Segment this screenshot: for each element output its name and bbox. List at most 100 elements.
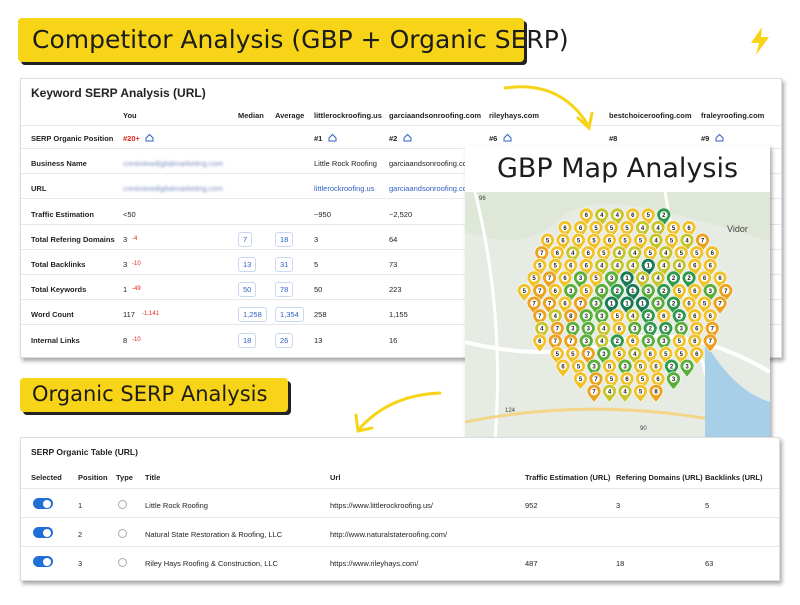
pin-center — [582, 261, 591, 270]
traffic: 952 — [525, 501, 538, 510]
pin-rank: 5 — [556, 352, 560, 358]
pin-center — [685, 299, 693, 307]
column-header: fraleyroofing.com — [701, 111, 765, 120]
pin-center — [628, 337, 637, 345]
pin-center — [613, 286, 622, 295]
pin-center — [677, 349, 686, 358]
pin-center — [597, 337, 606, 345]
pin-rank: 6 — [631, 339, 635, 345]
pin-center — [582, 286, 591, 295]
column-header: Position — [78, 473, 108, 482]
pin-center — [551, 312, 560, 320]
pin-center — [659, 261, 668, 270]
pin-rank: 6 — [718, 276, 722, 282]
toggle-knob — [43, 528, 51, 537]
toggle[interactable] — [33, 556, 53, 567]
pin-center — [545, 274, 554, 282]
pin-rank: 5 — [532, 276, 536, 282]
pin-center — [613, 211, 622, 219]
row-separator — [21, 488, 779, 489]
pin-center — [613, 312, 622, 320]
pin-rank: 5 — [571, 352, 575, 358]
pin-rank: 7 — [554, 339, 558, 345]
pin-rank: 4 — [600, 264, 604, 270]
pin-center — [584, 249, 593, 257]
pin-center — [568, 249, 577, 257]
pin-rank: 4 — [641, 276, 645, 282]
pin-rank: 1 — [625, 301, 629, 307]
toggle[interactable] — [33, 527, 53, 538]
pin-rank: 7 — [548, 276, 552, 282]
pin-center — [561, 274, 569, 282]
pin-rank: 5 — [618, 352, 622, 358]
pin-rank: 7 — [548, 301, 552, 307]
pin-rank: 5 — [695, 251, 699, 257]
map-title: GBP Map Analysis — [496, 153, 739, 184]
pin-center — [545, 299, 554, 307]
table-cell: Little Rock Roofing — [314, 159, 377, 169]
row-label: Internal Links — [31, 335, 80, 345]
pin-center — [615, 324, 624, 333]
pin-center — [530, 274, 538, 282]
delta: -4 — [132, 235, 138, 242]
column-header: Traffic Estimation (URL) — [525, 473, 611, 482]
pin-rank: 2 — [672, 276, 676, 282]
pin-rank: 6 — [656, 377, 660, 383]
map-panel: GBP Map Analysis Vidor 96 124 90 6 4 4 6 5 2 6 6 5 5 5… — [465, 145, 770, 440]
toggle[interactable] — [33, 498, 53, 509]
table-cell: 64 — [389, 234, 398, 244]
delta: -10 — [132, 261, 141, 267]
pin-center — [706, 261, 715, 270]
column-header: Url — [330, 473, 341, 482]
pin-rank: 4 — [654, 238, 658, 244]
pin-center — [551, 337, 560, 345]
table-cell: crestviewdigitalmarketing.com — [123, 159, 224, 169]
row-label: Traffic Estimation — [31, 209, 94, 219]
organic-badge-text: Organic SERP Analysis — [32, 382, 268, 406]
pin-rank: 1 — [610, 301, 614, 307]
pin-rank: 6 — [703, 276, 707, 282]
pin-rank: 5 — [680, 352, 684, 358]
pin-rank: 5 — [577, 238, 581, 244]
row-separator — [21, 546, 779, 547]
pin-rank: 7 — [711, 327, 715, 333]
pin-center — [566, 286, 575, 295]
pin-center — [566, 312, 575, 320]
title-badge: Competitor Analysis (GBP + Organic SERP) — [18, 18, 569, 62]
pin-rank: 3 — [592, 364, 596, 370]
pin-rank: 4 — [662, 264, 666, 270]
table-cell: 3 — [123, 234, 128, 244]
table-cell: crestviewdigitalmarketing.com — [123, 184, 224, 194]
pin-center — [628, 312, 637, 320]
table-cell: 258 — [314, 310, 327, 320]
pin-center — [599, 324, 608, 333]
pin-center — [592, 223, 600, 232]
backlinks: 5 — [705, 501, 710, 510]
pin-center — [537, 324, 546, 333]
column-header: littlerockroofing.us — [314, 111, 382, 120]
pin-rank: 6 — [631, 213, 635, 219]
row-label: SERP Organic Position — [31, 134, 114, 143]
title: Little Rock Roofing — [145, 501, 208, 510]
pin-rank: 4 — [608, 390, 612, 396]
pin-center — [628, 261, 637, 270]
table-cell: 18 — [275, 231, 294, 247]
table-cell: 50 — [238, 282, 257, 298]
pin-rank: 5 — [672, 226, 676, 232]
pin-rank: 3 — [600, 289, 604, 295]
pin-center — [597, 261, 606, 270]
pin-rank: 5 — [577, 364, 581, 370]
pin-center — [677, 324, 686, 333]
row-separator — [21, 324, 781, 326]
pin-rank: 5 — [610, 226, 614, 232]
pin-center — [605, 236, 614, 244]
pin-center — [654, 274, 662, 282]
page-title: Competitor Analysis (GBP + Organic SERP) — [32, 25, 569, 54]
column-header: Type — [116, 473, 133, 482]
row-label: Word Count — [31, 310, 74, 320]
map-label: 90 — [640, 426, 647, 432]
pin-rank: 6 — [556, 251, 560, 257]
pin-rank: 2 — [616, 289, 620, 295]
pin-rank: 5 — [523, 289, 527, 295]
